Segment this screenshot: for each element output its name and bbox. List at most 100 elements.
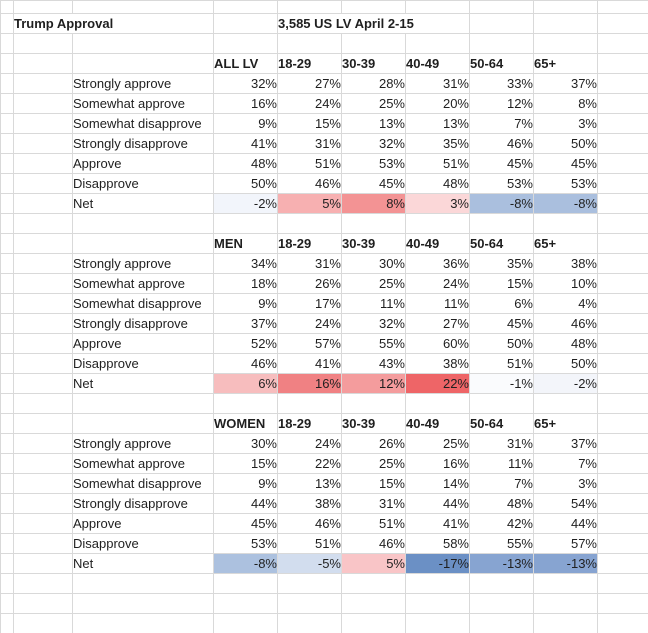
value-cell[interactable]: 53% — [213, 533, 278, 554]
value-cell[interactable]: 51% — [341, 513, 406, 534]
value-cell[interactable]: 45% — [533, 153, 598, 174]
column-header[interactable]: 18-29 — [277, 413, 342, 434]
empty-cell[interactable] — [13, 193, 73, 214]
empty-cell[interactable] — [13, 253, 73, 274]
value-cell[interactable]: 46% — [533, 313, 598, 334]
empty-cell[interactable] — [0, 533, 14, 554]
empty-cell[interactable] — [341, 393, 406, 414]
value-cell[interactable]: 42% — [469, 513, 534, 534]
value-cell[interactable]: 25% — [341, 93, 406, 114]
value-cell[interactable]: 52% — [213, 333, 278, 354]
value-cell[interactable]: 48% — [213, 153, 278, 174]
empty-cell[interactable] — [13, 313, 73, 334]
empty-cell[interactable] — [13, 613, 73, 633]
empty-cell[interactable] — [597, 153, 648, 174]
value-cell[interactable]: 41% — [213, 133, 278, 154]
value-cell[interactable]: 46% — [213, 353, 278, 374]
empty-cell[interactable] — [13, 93, 73, 114]
value-cell[interactable]: 51% — [277, 533, 342, 554]
value-cell[interactable]: 37% — [533, 433, 598, 454]
empty-cell[interactable] — [213, 393, 278, 414]
column-header[interactable]: 30-39 — [341, 413, 406, 434]
value-cell[interactable]: 25% — [405, 433, 470, 454]
value-cell[interactable]: 13% — [405, 113, 470, 134]
value-cell[interactable]: 37% — [213, 313, 278, 334]
value-cell[interactable]: 16% — [213, 93, 278, 114]
value-cell[interactable]: 37% — [533, 73, 598, 94]
value-cell[interactable]: -5% — [277, 553, 342, 574]
empty-cell[interactable] — [405, 393, 470, 414]
empty-cell[interactable] — [341, 0, 406, 14]
row-label[interactable]: Approve — [72, 513, 214, 534]
empty-cell[interactable] — [13, 513, 73, 534]
empty-cell[interactable] — [533, 13, 598, 34]
empty-cell[interactable] — [72, 413, 214, 434]
value-cell[interactable]: 44% — [405, 493, 470, 514]
empty-cell[interactable] — [13, 153, 73, 174]
value-cell[interactable]: 31% — [341, 493, 406, 514]
value-cell[interactable]: 13% — [277, 473, 342, 494]
empty-cell[interactable] — [277, 593, 342, 614]
empty-cell[interactable] — [13, 173, 73, 194]
value-cell[interactable]: 50% — [213, 173, 278, 194]
row-label[interactable]: Approve — [72, 333, 214, 354]
row-label[interactable]: Strongly disapprove — [72, 313, 214, 334]
empty-cell[interactable] — [597, 413, 648, 434]
empty-cell[interactable] — [469, 0, 534, 14]
value-cell[interactable]: 25% — [341, 453, 406, 474]
value-cell[interactable]: 30% — [341, 253, 406, 274]
empty-cell[interactable] — [13, 213, 73, 234]
empty-cell[interactable] — [597, 213, 648, 234]
empty-cell[interactable] — [13, 533, 73, 554]
value-cell[interactable]: 15% — [277, 113, 342, 134]
value-cell[interactable]: 12% — [469, 93, 534, 114]
value-cell[interactable]: 35% — [469, 253, 534, 274]
value-cell[interactable]: -8% — [213, 553, 278, 574]
value-cell[interactable]: 31% — [469, 433, 534, 454]
empty-cell[interactable] — [469, 33, 534, 54]
value-cell[interactable]: 3% — [405, 193, 470, 214]
empty-cell[interactable] — [13, 553, 73, 574]
value-cell[interactable]: 41% — [277, 353, 342, 374]
column-header[interactable]: 50-64 — [469, 413, 534, 434]
value-cell[interactable]: 50% — [533, 133, 598, 154]
value-cell[interactable]: 32% — [341, 133, 406, 154]
value-cell[interactable]: 27% — [277, 73, 342, 94]
empty-cell[interactable] — [13, 593, 73, 614]
value-cell[interactable]: 14% — [405, 473, 470, 494]
empty-cell[interactable] — [0, 33, 14, 54]
sheet-title[interactable]: Trump Approval — [13, 13, 214, 34]
empty-cell[interactable] — [72, 613, 214, 633]
column-header[interactable]: 65+ — [533, 413, 598, 434]
value-cell[interactable]: 50% — [533, 353, 598, 374]
empty-cell[interactable] — [0, 393, 14, 414]
empty-cell[interactable] — [0, 273, 14, 294]
empty-cell[interactable] — [469, 593, 534, 614]
row-label[interactable]: Somewhat disapprove — [72, 113, 214, 134]
column-header[interactable]: 65+ — [533, 233, 598, 254]
empty-cell[interactable] — [597, 13, 648, 34]
empty-cell[interactable] — [341, 613, 406, 633]
value-cell[interactable]: 11% — [405, 293, 470, 314]
value-cell[interactable]: 41% — [405, 513, 470, 534]
value-cell[interactable]: 22% — [277, 453, 342, 474]
column-header[interactable]: 30-39 — [341, 233, 406, 254]
value-cell[interactable]: 31% — [277, 133, 342, 154]
empty-cell[interactable] — [13, 333, 73, 354]
empty-cell[interactable] — [13, 353, 73, 374]
column-header[interactable]: 18-29 — [277, 53, 342, 74]
empty-cell[interactable] — [341, 33, 406, 54]
value-cell[interactable]: 7% — [533, 453, 598, 474]
empty-cell[interactable] — [277, 33, 342, 54]
empty-cell[interactable] — [597, 473, 648, 494]
empty-cell[interactable] — [0, 153, 14, 174]
empty-cell[interactable] — [0, 0, 14, 14]
value-cell[interactable]: 35% — [405, 133, 470, 154]
column-header[interactable]: 65+ — [533, 53, 598, 74]
empty-cell[interactable] — [0, 613, 14, 633]
value-cell[interactable]: 36% — [405, 253, 470, 274]
column-header[interactable]: 40-49 — [405, 413, 470, 434]
value-cell[interactable]: 11% — [341, 293, 406, 314]
row-label[interactable]: Net — [72, 193, 214, 214]
empty-cell[interactable] — [597, 33, 648, 54]
